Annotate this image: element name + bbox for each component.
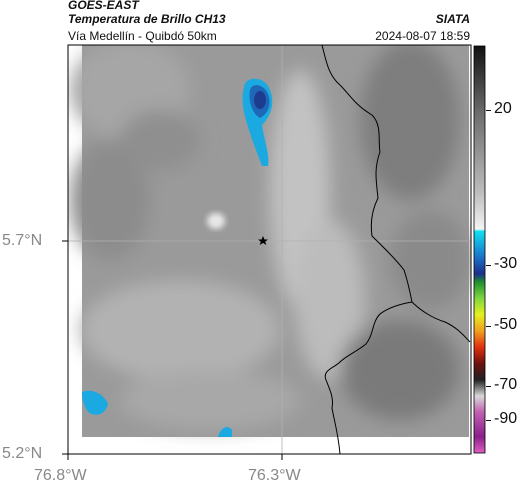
colorbar: [473, 45, 486, 454]
colorbar-tick: [486, 110, 491, 111]
colorbar-tick: [486, 265, 491, 266]
product-title: Temperatura de Brillo CH13: [68, 12, 226, 26]
satellite-title: GOES-EAST: [68, 0, 139, 12]
datetime-label: 2024-08-07 18:59: [375, 29, 470, 43]
cloud-field: [70, 45, 470, 430]
lon-label-76-3: 76.3°W: [248, 467, 301, 484]
colorbar-tick: [486, 420, 491, 421]
colorbar-label-minus70: -70: [494, 376, 518, 393]
warm-spot: [207, 213, 225, 229]
lat-label-5-7: 5.7°N: [2, 232, 43, 249]
colorbar-tick: [486, 326, 491, 327]
region-subtitle: Vía Medellín - Quibdó 50km: [68, 29, 217, 43]
map-frame: [67, 44, 472, 455]
colorbar-label-20: 20: [494, 100, 512, 117]
colorbar-tick: [486, 386, 491, 387]
source-label: SIATA: [435, 12, 470, 26]
star-icon: [258, 236, 268, 245]
cold-cloud-north: [242, 78, 273, 166]
lon-label-76-8: 76.8°W: [34, 467, 87, 484]
colorbar-label-minus90: -90: [494, 410, 518, 427]
lat-label-5-2: 5.2°N: [2, 445, 43, 462]
cold-cloud-south: [218, 427, 232, 437]
colorbar-label-minus30: -30: [494, 255, 518, 272]
cold-cloud-southwest: [82, 390, 108, 415]
colorbar-label-minus50: -50: [494, 316, 518, 333]
admin-borders: [321, 45, 471, 454]
